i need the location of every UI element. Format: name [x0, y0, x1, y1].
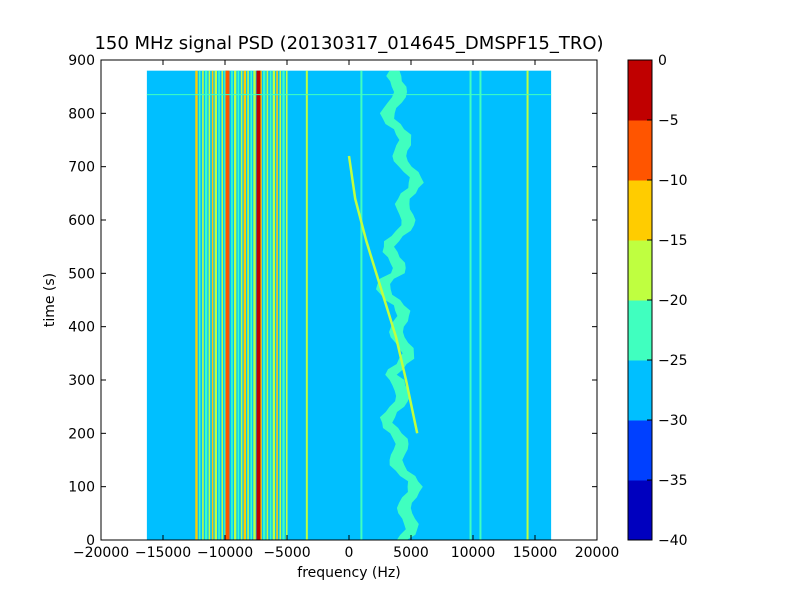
colorbar-tick-label: 0	[658, 53, 667, 69]
x-axis: −20000 −15000 −10000 −5000 0 5000 10000 15000 20…	[73, 60, 619, 561]
colorbar-segment	[628, 480, 652, 541]
colorbar-tick-label: −40	[658, 533, 688, 549]
colorbar-tick-label: −10	[658, 173, 688, 189]
doppler-trace	[347, 155, 419, 434]
y-tick-label: 400	[68, 320, 95, 336]
x-tick-label: −20000	[73, 545, 129, 561]
x-tick-label: 5000	[393, 545, 429, 561]
y-tick-label: 600	[68, 213, 95, 229]
colorbar-tick-label: −35	[658, 473, 688, 489]
colorbar: −40 −35 −30 −25 −20 −15 −10 −5 0	[627, 53, 688, 549]
colorbar-segment	[628, 240, 652, 301]
y-tick-label: 900	[68, 53, 95, 69]
colorbar-segment	[628, 120, 652, 181]
y-axis: 0 100 200 300 400 500 600 700 800 900	[68, 53, 597, 549]
psd-background	[146, 70, 552, 540]
y-tick-label: 100	[68, 480, 95, 496]
x-tick-label: 20000	[575, 545, 620, 561]
x-tick-label: 15000	[513, 545, 558, 561]
colorbar-tick-label: −15	[658, 233, 688, 249]
x-tick-label: −10000	[197, 545, 253, 561]
y-axis-label: time (s)	[42, 273, 58, 327]
x-tick-label: 10000	[451, 545, 496, 561]
y-tick-label: 500	[68, 266, 95, 282]
colorbar-segment	[628, 420, 652, 481]
y-tick-label: 200	[68, 426, 95, 442]
colorbar-segment	[628, 300, 652, 361]
x-tick-label: −15000	[135, 545, 191, 561]
colorbar-segment	[628, 360, 652, 421]
x-tick-label: 0	[345, 545, 354, 561]
y-tick-label: 700	[68, 160, 95, 176]
y-tick-label: 300	[68, 373, 95, 389]
colorbar-segment	[628, 60, 652, 121]
x-axis-label: frequency (Hz)	[297, 565, 400, 581]
colorbar-tick-label: −20	[658, 293, 688, 309]
chart-title: 150 MHz signal PSD (20130317_014645_DMSP…	[94, 33, 603, 54]
x-tick-label: −5000	[263, 545, 310, 561]
wandering-band	[376, 70, 424, 540]
y-tick-label: 800	[68, 106, 95, 122]
heatmap	[146, 70, 552, 540]
colorbar-tick-label: −5	[658, 113, 679, 129]
y-tick-label: 0	[86, 533, 95, 549]
colorbar-tick-label: −30	[658, 413, 688, 429]
colorbar-tick-label: −25	[658, 353, 688, 369]
colorbar-segment	[628, 180, 652, 241]
